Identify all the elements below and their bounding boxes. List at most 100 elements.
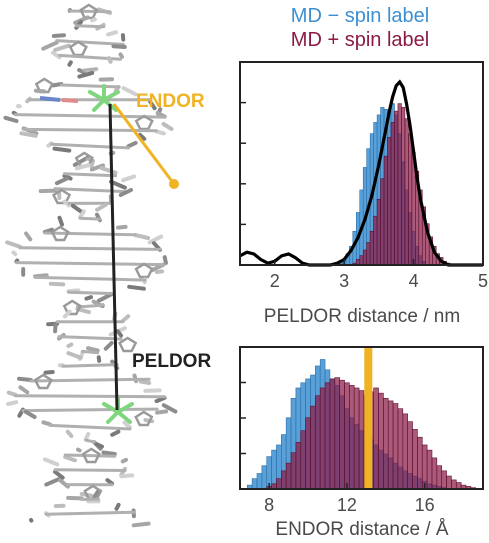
dna-stick xyxy=(138,379,152,385)
md-plus-bar xyxy=(408,133,413,266)
md-plus-bar xyxy=(387,137,392,266)
dna-stick xyxy=(66,351,83,360)
dna-sugar-ring xyxy=(50,225,70,242)
dna-stick xyxy=(96,292,114,303)
md-plus-bar xyxy=(394,110,399,266)
md-plus-bar xyxy=(380,178,385,266)
md-minus-bar xyxy=(261,465,268,490)
x-tick-label: 8 xyxy=(264,495,274,515)
dna-stick xyxy=(138,132,147,141)
md-plus-bar xyxy=(295,442,302,490)
dna-sugar-ring xyxy=(33,373,53,390)
dna-stick xyxy=(53,43,71,52)
dna-stick xyxy=(161,122,174,131)
dna-stick xyxy=(76,447,82,453)
md-plus-bar xyxy=(407,421,413,490)
md-minus-bar xyxy=(251,478,258,490)
dna-base-pair xyxy=(44,510,136,516)
dna-stick xyxy=(114,502,121,511)
md-plus-bar xyxy=(404,118,409,266)
dna-stick xyxy=(66,342,74,348)
dna-stick xyxy=(120,314,131,323)
md-plus-bar xyxy=(344,382,350,490)
endor-distance-line xyxy=(112,103,176,185)
dna-stick xyxy=(155,409,169,415)
dna-stick xyxy=(6,400,19,406)
dna-stick xyxy=(126,140,138,149)
dna-base-pair xyxy=(43,231,137,237)
peldor-experiment-curve xyxy=(239,79,483,267)
dna-stick xyxy=(110,429,121,437)
x-tick-label: 3 xyxy=(339,271,349,291)
md-plus-bar xyxy=(281,470,287,490)
x-tick-label: 12 xyxy=(337,495,357,515)
dna-stick xyxy=(51,50,62,60)
dna-stick xyxy=(119,473,135,479)
peldor-label: PELDOR xyxy=(132,351,211,372)
x-tick-label: 2 xyxy=(270,271,280,291)
dna-base-pair xyxy=(78,216,102,221)
dna-stick xyxy=(3,115,19,123)
md-plus-bar xyxy=(431,457,438,490)
dna-base-pair xyxy=(57,335,123,341)
dna-stick xyxy=(127,284,146,291)
spin-label-1 xyxy=(88,84,120,112)
x-tick-label: 5 xyxy=(478,271,488,291)
dna-base-pair xyxy=(84,438,96,444)
md-plus-bar xyxy=(421,444,428,490)
dna-stick xyxy=(48,281,66,287)
md-plus-bar xyxy=(349,385,355,490)
dna-base-pair xyxy=(75,303,105,309)
dna-stick xyxy=(115,329,123,338)
dna-stick xyxy=(57,215,64,227)
dna-stick xyxy=(121,174,137,183)
dna-base-pair xyxy=(80,349,100,355)
dna-sugar-ring xyxy=(134,410,154,427)
md-plus-bar xyxy=(373,387,379,490)
endor-end-marker xyxy=(169,179,179,189)
md-plus-bar xyxy=(376,199,381,266)
md-plus-bar xyxy=(315,395,321,490)
dna-stick xyxy=(62,199,71,208)
dna-stick xyxy=(143,388,162,393)
dna-stick xyxy=(38,188,58,194)
dna-stick xyxy=(6,390,18,397)
md-plus-bar xyxy=(285,462,292,490)
dna-base-pair xyxy=(21,407,159,413)
dna-stick xyxy=(99,166,118,175)
dna-base-pair xyxy=(59,83,121,89)
dna-stick xyxy=(74,163,91,171)
dna-stick xyxy=(77,68,86,75)
dna-sugar-ring xyxy=(81,447,101,464)
dna-stick xyxy=(133,233,151,240)
dna-stick xyxy=(105,478,115,486)
dna-sugar-ring xyxy=(134,114,154,131)
peldor-plot-frame xyxy=(239,61,484,266)
dna-stick xyxy=(42,457,60,467)
dna-stick xyxy=(19,131,38,138)
dna-stick xyxy=(24,231,33,242)
dna-stick xyxy=(5,240,23,249)
dna-stick xyxy=(118,52,124,59)
dna-stick xyxy=(106,30,118,37)
dna-base-pair xyxy=(61,363,119,368)
dna-stick xyxy=(63,455,77,463)
dna-stick xyxy=(109,179,127,190)
md-plus-bar xyxy=(402,413,408,490)
md-plus-bar xyxy=(441,470,447,490)
dna-stick xyxy=(33,88,47,94)
dna-stick xyxy=(54,176,69,186)
dna-stick xyxy=(18,385,30,395)
dna-stick xyxy=(103,341,114,351)
dna-stick xyxy=(51,33,66,38)
dna-stick xyxy=(120,457,128,464)
md-plus-bar xyxy=(412,429,418,490)
peldor-x-axis-label: PELDOR distance / nm xyxy=(264,306,460,327)
dna-stick xyxy=(96,355,102,363)
md-plus-bar xyxy=(436,465,442,490)
endor-x-axis-label: ENDOR distance / Å xyxy=(275,519,448,540)
md-plus-bar xyxy=(353,387,360,490)
md-plus-bar xyxy=(451,479,457,490)
md-plus-bar xyxy=(339,379,345,490)
dna-base-pair xyxy=(50,142,130,150)
